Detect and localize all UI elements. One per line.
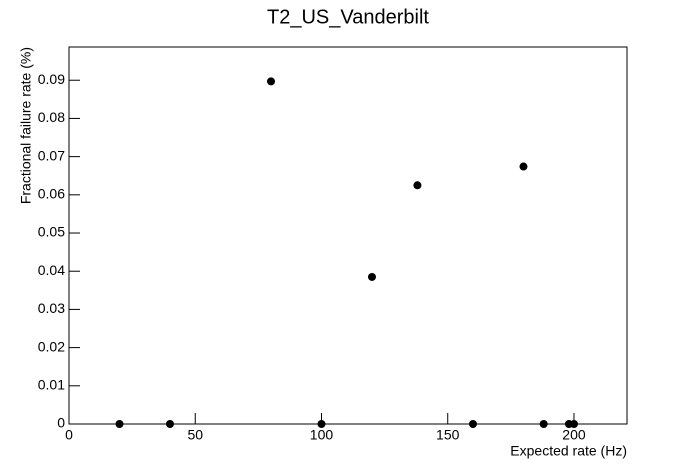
x-tick-label: 100 [310,427,334,443]
x-tick-label: 150 [436,427,460,443]
point [519,162,528,171]
point [539,420,548,428]
point [367,272,376,281]
point [468,420,477,428]
point [115,420,124,428]
x-tick-label: 200 [562,427,586,443]
x-tick-label: 0 [65,427,73,443]
point [165,420,174,428]
y-tick-label: 0 [57,415,65,431]
y-tick-label: 0.01 [38,377,65,393]
x-tick-label: 50 [187,427,203,443]
y-tick-label: 0.07 [38,147,65,163]
point [413,181,422,190]
y-tick-label: 0.08 [38,109,65,125]
y-axis-label: Fractional failure rate (%) [18,47,34,204]
point [569,420,578,428]
y-tick-label: 0.04 [38,262,65,278]
y-tick-label: 0.03 [38,300,65,316]
y-tick-label: 0.05 [38,224,65,240]
y-tick-label: 0.09 [38,71,65,87]
plot-frame [68,46,628,425]
point [317,420,326,428]
x-axis-label: Expected rate (Hz) [510,443,627,459]
point [266,77,275,86]
chart-title: T2_US_Vanderbilt [267,6,429,28]
y-tick-label: 0.02 [38,338,65,354]
y-tick-label: 0.06 [38,186,65,202]
